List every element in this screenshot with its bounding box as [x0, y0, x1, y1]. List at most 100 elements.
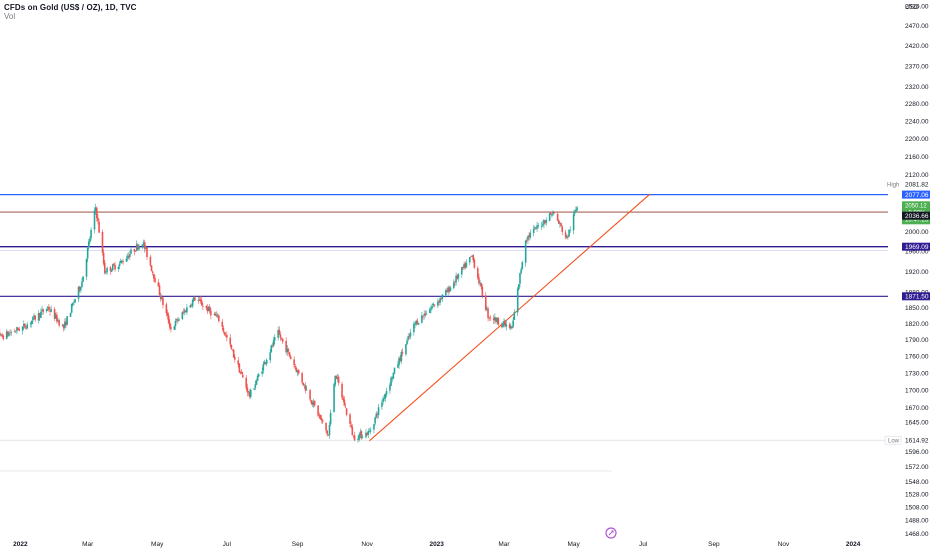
candle[interactable]	[50, 305, 52, 313]
candle[interactable]	[343, 396, 346, 406]
candle[interactable]	[327, 434, 330, 436]
candle[interactable]	[432, 302, 435, 308]
candle[interactable]	[465, 259, 468, 269]
candle[interactable]	[503, 318, 505, 328]
candle[interactable]	[381, 399, 383, 410]
candle[interactable]	[519, 272, 521, 288]
candle[interactable]	[141, 244, 144, 250]
candle[interactable]	[534, 225, 536, 230]
candle[interactable]	[441, 294, 444, 302]
candle[interactable]	[182, 308, 185, 315]
candle[interactable]	[575, 206, 577, 213]
candle[interactable]	[505, 320, 508, 331]
candle[interactable]	[103, 260, 106, 275]
candle[interactable]	[158, 283, 161, 297]
candle[interactable]	[528, 232, 530, 241]
candle[interactable]	[552, 210, 554, 216]
candle[interactable]	[142, 239, 145, 247]
candle[interactable]	[7, 330, 9, 338]
candle[interactable]	[510, 323, 512, 331]
candle[interactable]	[437, 298, 439, 308]
candle[interactable]	[97, 214, 99, 225]
candle[interactable]	[542, 220, 544, 228]
candle[interactable]	[197, 297, 200, 304]
candle[interactable]	[391, 376, 394, 383]
candle[interactable]	[117, 265, 120, 272]
candle[interactable]	[309, 388, 311, 401]
candle[interactable]	[559, 221, 561, 228]
candle[interactable]	[70, 303, 73, 314]
candle[interactable]	[464, 261, 467, 270]
uptrend-line[interactable]	[369, 193, 651, 442]
candle[interactable]	[424, 310, 427, 318]
candle[interactable]	[568, 229, 570, 238]
candle[interactable]	[111, 263, 114, 271]
candle[interactable]	[457, 273, 460, 282]
candle[interactable]	[359, 428, 362, 439]
candle[interactable]	[270, 344, 273, 353]
candle[interactable]	[261, 367, 263, 377]
candle[interactable]	[345, 408, 348, 417]
candle[interactable]	[405, 344, 407, 357]
candle[interactable]	[224, 332, 227, 337]
candle[interactable]	[296, 369, 299, 377]
candle[interactable]	[297, 369, 300, 376]
candle[interactable]	[561, 225, 563, 236]
candle[interactable]	[2, 334, 5, 341]
candle[interactable]	[333, 382, 335, 413]
candle[interactable]	[365, 429, 367, 439]
candle[interactable]	[470, 256, 472, 258]
candle[interactable]	[406, 338, 408, 345]
candle[interactable]	[1, 332, 3, 338]
candle[interactable]	[26, 321, 29, 330]
candle[interactable]	[326, 430, 329, 437]
candle[interactable]	[245, 374, 248, 391]
candle[interactable]	[129, 250, 131, 260]
candle[interactable]	[341, 382, 343, 400]
candle[interactable]	[61, 323, 64, 327]
candle[interactable]	[86, 246, 89, 262]
candle[interactable]	[88, 239, 90, 250]
candle[interactable]	[33, 313, 35, 320]
candle[interactable]	[325, 422, 327, 433]
candle[interactable]	[521, 260, 524, 271]
candle[interactable]	[438, 300, 440, 306]
candle[interactable]	[310, 399, 313, 405]
candle[interactable]	[399, 355, 402, 363]
candle[interactable]	[358, 433, 360, 442]
candle[interactable]	[414, 321, 416, 329]
candle[interactable]	[237, 356, 240, 368]
candle[interactable]	[508, 322, 511, 330]
candle[interactable]	[253, 387, 256, 391]
candle[interactable]	[454, 280, 456, 286]
candle[interactable]	[42, 308, 44, 315]
candle[interactable]	[421, 312, 423, 324]
candle[interactable]	[429, 307, 431, 314]
candle[interactable]	[392, 372, 395, 380]
candle[interactable]	[305, 386, 308, 391]
candle[interactable]	[479, 279, 481, 287]
candle[interactable]	[232, 348, 235, 358]
candle[interactable]	[366, 432, 368, 436]
candle[interactable]	[168, 319, 171, 331]
candle[interactable]	[572, 210, 575, 235]
candle[interactable]	[153, 273, 155, 282]
candle[interactable]	[334, 375, 336, 388]
candle[interactable]	[497, 317, 500, 327]
candle[interactable]	[65, 318, 67, 328]
candle[interactable]	[545, 217, 548, 226]
candle[interactable]	[216, 312, 219, 319]
candle[interactable]	[162, 296, 164, 309]
candle[interactable]	[375, 411, 378, 419]
candle[interactable]	[425, 310, 428, 316]
candle[interactable]	[54, 312, 57, 319]
candle[interactable]	[286, 345, 289, 356]
candle[interactable]	[377, 403, 380, 419]
candle[interactable]	[431, 302, 433, 310]
candle[interactable]	[408, 333, 411, 340]
candle[interactable]	[390, 375, 392, 387]
candle[interactable]	[447, 285, 449, 296]
candle[interactable]	[532, 225, 535, 237]
candle[interactable]	[489, 315, 492, 321]
candle[interactable]	[335, 375, 338, 380]
